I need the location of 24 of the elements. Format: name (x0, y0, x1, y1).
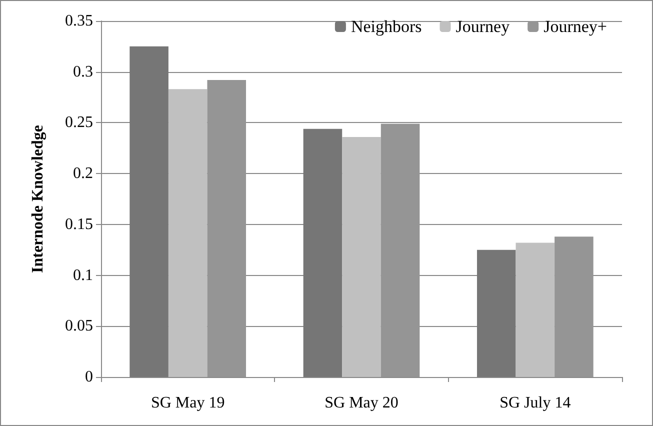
bar (476, 250, 516, 377)
y-tick-label: 0.15 (65, 216, 93, 233)
y-axis-title: Internode Knowledge (30, 125, 46, 273)
bar (130, 46, 168, 377)
x-tick-label: SG May 19 (150, 394, 225, 412)
x-tick-label: SG July 14 (500, 394, 571, 412)
y-tick-label: 0.3 (73, 63, 93, 80)
legend-label: Neighbors (350, 17, 422, 36)
bar (342, 136, 381, 377)
bar (168, 89, 208, 377)
bar (380, 124, 420, 377)
legend-label: Journey+ (544, 17, 608, 36)
y-tick-label: 0.25 (65, 114, 93, 132)
bar (516, 242, 555, 377)
x-tick-label: SG May 20 (324, 394, 398, 412)
bar (554, 236, 594, 377)
bar (303, 128, 342, 377)
y-tick-label: 0.35 (65, 12, 93, 30)
bar (207, 80, 246, 377)
y-tick-label: 0.2 (73, 165, 93, 182)
y-tick-label: 0.05 (65, 318, 93, 335)
y-tick-label: 0 (85, 368, 93, 386)
legend-label: Journey (456, 17, 510, 36)
y-tick-label: 0.1 (73, 266, 93, 284)
